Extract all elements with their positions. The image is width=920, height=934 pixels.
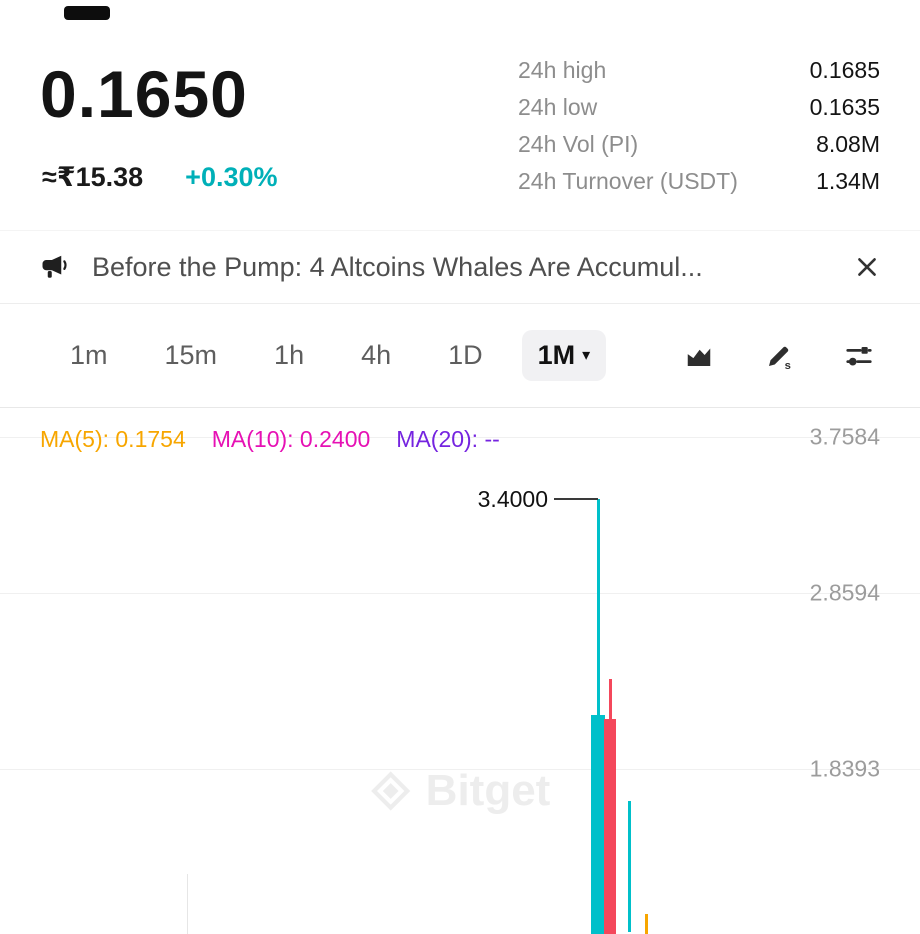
close-icon bbox=[858, 258, 876, 276]
ma10-label: MA(10): 0.2400 bbox=[211, 426, 371, 452]
timeframe-tab-15m[interactable]: 15m bbox=[164, 340, 218, 370]
timeframe-tabs: 1m 15m 1h 4h 1D 1M ▾ bbox=[70, 330, 607, 381]
timeframe-selected-1M[interactable]: 1M ▾ bbox=[521, 330, 607, 381]
ma20-label: MA(20): -- bbox=[396, 426, 500, 452]
stat-label: 24h low bbox=[518, 94, 598, 120]
chart-toolbar: 1m 15m 1h 4h 1D 1M ▾ s bbox=[0, 304, 920, 408]
ma5-line-segment bbox=[645, 914, 648, 934]
stat-row: 24h Vol (PI) 8.08M bbox=[518, 126, 880, 163]
h-gridline bbox=[0, 436, 920, 438]
timeframe-tab-1m[interactable]: 1m bbox=[70, 340, 108, 370]
bitget-logo-icon bbox=[371, 771, 411, 811]
stat-label: 24h high bbox=[518, 57, 607, 83]
stats-24h: 24h high 0.1685 24h low 0.1635 24h Vol (… bbox=[518, 52, 880, 200]
chevron-down-icon: ▾ bbox=[582, 346, 591, 364]
watermark-text: Bitget bbox=[425, 766, 551, 815]
banner-close-button[interactable] bbox=[854, 254, 880, 280]
status-bar-pill bbox=[64, 6, 110, 20]
draw-tool-icon[interactable]: s bbox=[764, 341, 794, 371]
candle-wick bbox=[628, 801, 631, 932]
chart-type-icon[interactable] bbox=[684, 341, 714, 371]
h-gridline bbox=[0, 592, 920, 594]
timeframe-tab-1d[interactable]: 1D bbox=[448, 340, 483, 370]
candle-body bbox=[628, 914, 631, 929]
ma-indicators: MA(5): 0.1754 MA(10): 0.2400 MA(20): -- bbox=[40, 426, 500, 453]
selected-timeframe-label: 1M bbox=[537, 340, 576, 370]
h-gridline bbox=[0, 769, 920, 771]
stat-value: 0.1685 bbox=[809, 57, 880, 83]
stat-label: 24h Vol (PI) bbox=[518, 131, 639, 157]
price-annotation-label: 3.4000 bbox=[477, 485, 548, 512]
stat-value: 8.08M bbox=[816, 131, 880, 157]
stat-value: 1.34M bbox=[816, 168, 880, 194]
chart-plot[interactable]: MA(5): 0.1754 MA(10): 0.2400 MA(20): -- … bbox=[0, 408, 920, 934]
fiat-price: ≈₹15.38 bbox=[42, 162, 144, 192]
price-annotation: 3.4000 bbox=[478, 486, 598, 512]
announcement-text: Before the Pump: 4 Altcoins Whales Are A… bbox=[92, 251, 703, 282]
y-axis-label: 3.7584 bbox=[809, 423, 880, 450]
bitget-watermark: Bitget bbox=[370, 766, 551, 816]
vertical-gridline bbox=[187, 874, 188, 934]
megaphone-icon bbox=[40, 252, 70, 282]
announcement-banner[interactable]: Before the Pump: 4 Altcoins Whales Are A… bbox=[0, 230, 920, 304]
stat-label: 24h Turnover (USDT) bbox=[518, 168, 738, 194]
chart-tools: s bbox=[684, 341, 874, 371]
candle-body bbox=[604, 718, 616, 934]
annotation-callout-line bbox=[554, 498, 598, 500]
candle-body bbox=[591, 715, 605, 934]
stat-row: 24h Turnover (USDT) 1.34M bbox=[518, 163, 880, 200]
timeframe-tab-4h[interactable]: 4h bbox=[361, 340, 392, 370]
price-change: +0.30% bbox=[185, 162, 278, 192]
last-price: 0.1650 bbox=[40, 57, 248, 131]
svg-text:s: s bbox=[785, 360, 791, 371]
timeframe-tab-1h[interactable]: 1h bbox=[274, 340, 305, 370]
ma5-label: MA(5): 0.1754 bbox=[40, 426, 186, 452]
indicator-settings-icon[interactable] bbox=[844, 341, 874, 371]
stat-value: 0.1635 bbox=[809, 94, 880, 120]
y-axis-label: 1.8393 bbox=[809, 755, 880, 782]
stat-row: 24h high 0.1685 bbox=[518, 52, 880, 89]
price-subline: ≈₹15.38 +0.30% bbox=[42, 162, 278, 193]
stat-row: 24h low 0.1635 bbox=[518, 89, 880, 126]
y-axis-label: 2.8594 bbox=[809, 579, 880, 606]
